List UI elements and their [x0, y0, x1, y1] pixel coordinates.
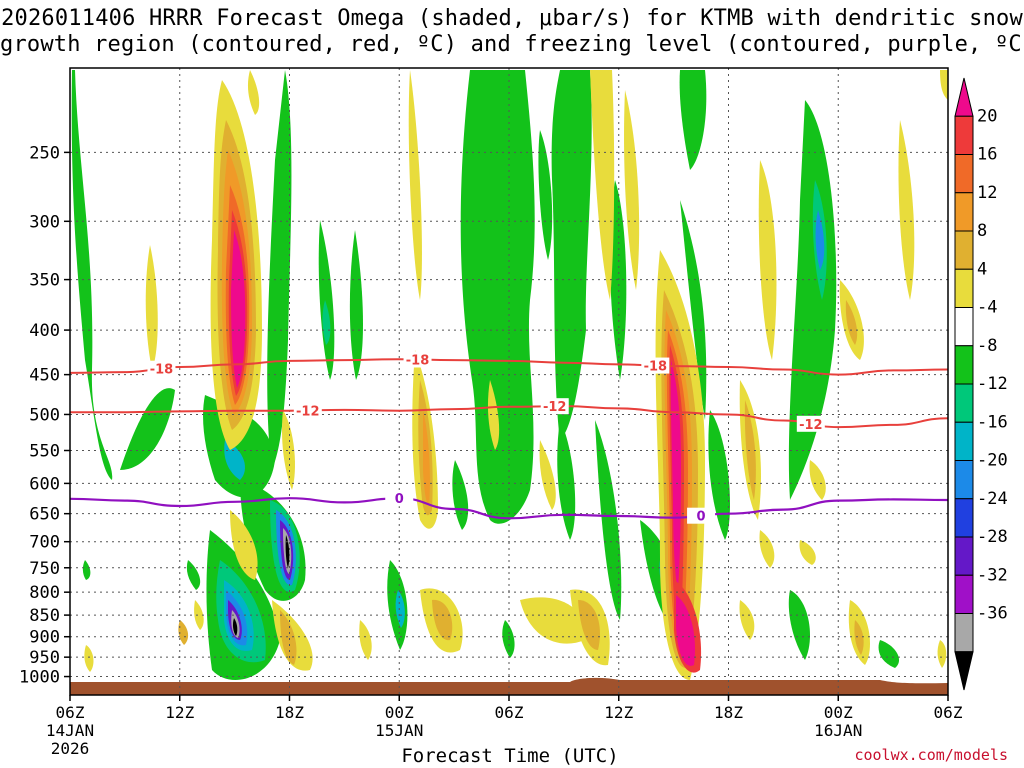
colorbar-swatch — [954, 421, 974, 461]
x-tick-label: 00Z — [385, 703, 414, 722]
colorbar: 20 16 12 8 4 -4 -8 -12 -16 -20 -24 -28 -32 -36 — [954, 77, 1008, 691]
y-tick-label: 450 — [29, 366, 60, 386]
x-tick-year: 2026 — [51, 739, 90, 758]
dgz-top-label-bg — [147, 360, 176, 377]
colorbar-swatch — [954, 268, 974, 308]
x-tick-label: 12Z — [604, 703, 633, 722]
y-tick-label: 600 — [29, 474, 60, 494]
chart-title-line1: 2026011406 HRRR Forecast Omega (shaded, … — [1, 6, 1023, 31]
colorbar-label: -28 — [977, 527, 1008, 547]
colorbar-swatch — [954, 192, 974, 232]
y-tick-label: 300 — [29, 212, 60, 232]
colorbar-label: -16 — [977, 412, 1008, 432]
colorbar-label: -12 — [977, 374, 1008, 394]
dgz-bottom-label: -12 — [543, 400, 567, 415]
colorbar-swatch — [954, 307, 974, 347]
y-tick-label: 900 — [29, 628, 60, 648]
dgz-top-label: -18 — [406, 353, 430, 368]
x-tick-label: 06Z — [934, 703, 963, 722]
colorbar-swatch — [954, 115, 974, 155]
colorbar-swatch — [954, 230, 974, 270]
x-tick-label: 06Z — [495, 703, 524, 722]
colorbar-label: 20 — [977, 106, 997, 126]
colorbar-label: -32 — [977, 565, 1008, 585]
x-tick-label: 00Z — [824, 703, 853, 722]
colorbar-swatch — [954, 613, 974, 653]
dgz-top-contour — [70, 358, 948, 376]
colorbar-label: 16 — [977, 145, 997, 165]
y-tick-label: 400 — [29, 321, 60, 341]
colorbar-label: 4 — [977, 259, 987, 279]
colorbar-top-arrow — [954, 77, 974, 117]
dgz-bottom-label: -12 — [296, 404, 320, 419]
y-tick-label: 700 — [29, 533, 60, 553]
y-tick-label: 750 — [29, 559, 60, 579]
x-tick-label: 06Z — [56, 703, 85, 722]
omega-shading — [71, 70, 948, 680]
colorbar-label: 12 — [977, 183, 997, 203]
colorbar-label: -20 — [977, 451, 1008, 471]
y-tick-label: 550 — [29, 442, 60, 462]
y-tick-label: 650 — [29, 505, 60, 525]
dgz-top-label-bg — [403, 351, 432, 368]
dgz-bottom-label-bg — [796, 415, 825, 432]
x-tick-label: 18Z — [714, 703, 743, 722]
y-tick-label: 800 — [29, 583, 60, 603]
x-tick-date: 15JAN — [375, 721, 423, 740]
y-tick-label: 350 — [29, 271, 60, 291]
freezing-label-bg — [385, 490, 414, 507]
dgz-bottom-label-bg — [540, 398, 569, 415]
colorbar-swatch — [954, 498, 974, 538]
dgz-bottom-label-bg — [293, 402, 322, 419]
freezing-label: 0 — [395, 492, 404, 507]
colorbar-bottom-arrow — [954, 651, 974, 691]
colorbar-swatch — [954, 460, 974, 500]
colorbar-label: -4 — [977, 298, 997, 318]
dgz-top-label: -18 — [644, 360, 668, 375]
chart-title-line2: growth region (contoured, red, ºC) and f… — [0, 32, 1024, 57]
x-tick-label: 18Z — [275, 703, 304, 722]
x-axis-title: Forecast Time (UTC) — [401, 745, 619, 767]
y-tick-label: 500 — [29, 405, 60, 425]
contour-labels: -18 -18 -18 -12 -12 -12 0 0 — [147, 351, 825, 525]
freezing-label-bg — [687, 507, 716, 524]
colorbar-label: -24 — [977, 489, 1008, 509]
colorbar-label: -8 — [977, 336, 997, 356]
x-tick-date: 14JAN — [46, 721, 94, 740]
y-tick-label: 950 — [29, 648, 60, 668]
colorbar-swatch — [954, 154, 974, 194]
colorbar-swatch — [954, 574, 974, 614]
x-tick-date: 16JAN — [814, 721, 862, 740]
freezing-level-contour — [70, 497, 948, 520]
colorbar-label: 8 — [977, 221, 987, 241]
credit-text: coolwx.com/models — [854, 746, 1008, 764]
y-tick-label: 1000 — [19, 668, 60, 688]
y-tick-label: 250 — [29, 143, 60, 163]
colorbar-swatch — [954, 383, 974, 423]
colorbar-swatch — [954, 536, 974, 576]
chart-title: 2026011406 HRRR Forecast Omega (shaded, … — [0, 6, 1024, 58]
colorbar-label: -36 — [977, 604, 1008, 624]
y-axis: 2503003504004505005506006507007508008509… — [19, 143, 70, 688]
dgz-bottom-label: -12 — [799, 418, 823, 433]
colorbar-swatch — [954, 345, 974, 385]
freezing-label: 0 — [697, 510, 706, 525]
x-tick-label: 12Z — [165, 703, 194, 722]
dgz-top-label-bg — [641, 357, 670, 374]
dgz-top-label: -18 — [150, 363, 174, 378]
y-tick-label: 850 — [29, 606, 60, 626]
